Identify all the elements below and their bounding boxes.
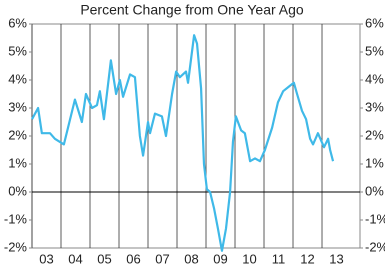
y-tick-label: -1% bbox=[4, 211, 28, 226]
x-tick-label: 13 bbox=[329, 251, 343, 266]
chart-title: Percent Change from One Year Ago bbox=[80, 2, 304, 18]
y-tick-label: -2% bbox=[4, 239, 28, 254]
x-tick-label: 06 bbox=[126, 251, 140, 266]
x-tick-label: 08 bbox=[184, 251, 198, 266]
x-tick-label: 11 bbox=[272, 251, 286, 266]
x-tick-label: 10 bbox=[242, 251, 256, 266]
plot-frame bbox=[31, 23, 361, 249]
y-tick-label: 2% bbox=[8, 127, 27, 142]
x-tick-label: 05 bbox=[97, 251, 111, 266]
x-tick-label: 04 bbox=[68, 251, 82, 266]
x-tick-label: 03 bbox=[39, 251, 53, 266]
y-tick-label: 1% bbox=[8, 155, 27, 170]
x-tick-label: 07 bbox=[155, 251, 169, 266]
x-tick-label: 12 bbox=[300, 251, 314, 266]
y2-tick-label: 5% bbox=[365, 43, 384, 58]
y-tick-label: 6% bbox=[8, 15, 27, 30]
y2-tick-label: 2% bbox=[365, 127, 384, 142]
y2-tick-label: 1% bbox=[365, 155, 384, 170]
y2-tick-label: 0% bbox=[365, 183, 384, 198]
y2-tick-label: -1% bbox=[365, 211, 385, 226]
y2-tick-label: 3% bbox=[365, 99, 384, 114]
y2-tick-label: -2% bbox=[365, 239, 385, 254]
x-tick-label: 09 bbox=[213, 251, 227, 266]
y-tick-label: 3% bbox=[8, 99, 27, 114]
y2-tick-label: 4% bbox=[365, 71, 384, 86]
y-tick-label: 5% bbox=[8, 43, 27, 58]
series-line bbox=[31, 34, 335, 252]
y-tick-label: 0% bbox=[8, 183, 27, 198]
y-tick-label: 4% bbox=[8, 71, 27, 86]
y2-tick-label: 6% bbox=[365, 15, 384, 30]
